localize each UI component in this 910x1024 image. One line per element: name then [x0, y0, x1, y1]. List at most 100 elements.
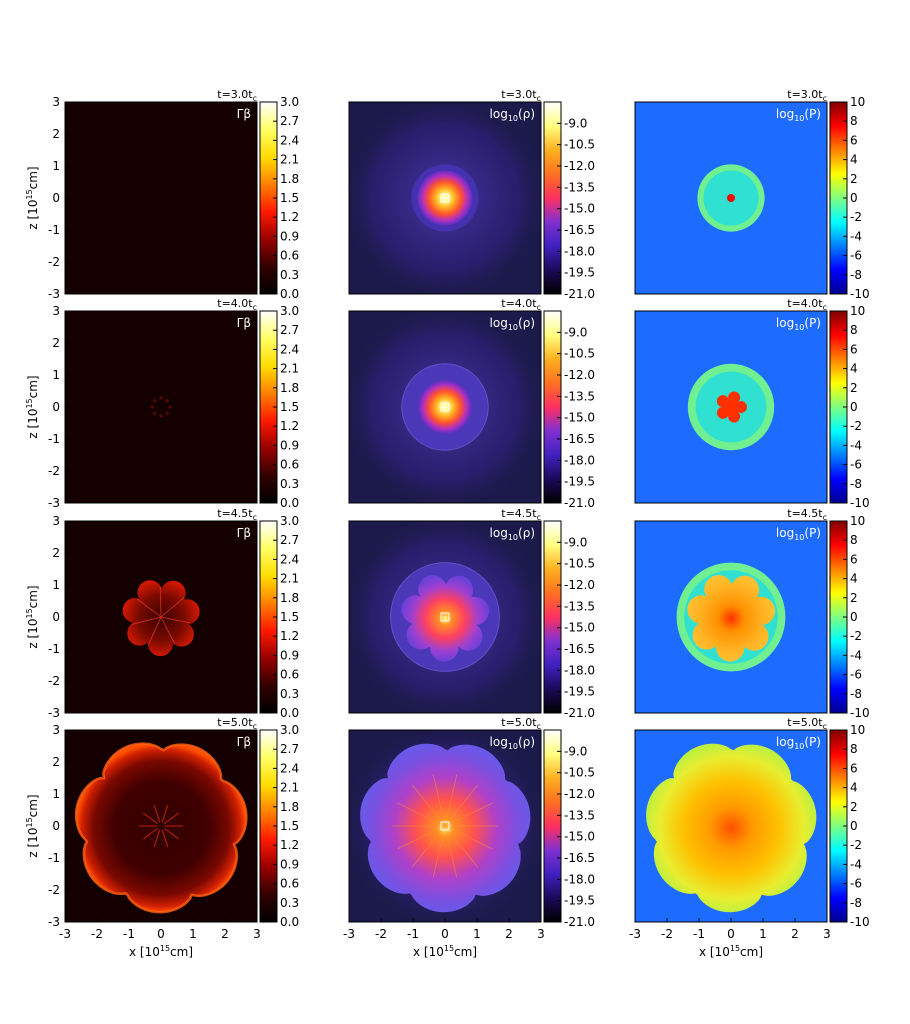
x-axis-label: x [1015cm]	[699, 944, 763, 959]
gb-filament	[142, 812, 159, 825]
quantity-label: log10(ρ)	[490, 526, 535, 542]
colorbar-tick-label: -13.5	[564, 389, 595, 403]
jet-blob	[150, 405, 154, 409]
colorbar-tick-label: -10	[850, 915, 870, 929]
x-tick-label: 2	[791, 927, 799, 941]
colorbar-tick-label: -21.0	[564, 496, 595, 510]
colorbar-tick-label: 2.1	[280, 781, 299, 795]
colorbar-tick-label: -12.0	[564, 159, 595, 173]
panel-log_density-t1	[348, 310, 542, 504]
y-tick-label: 0	[52, 610, 60, 624]
colorbar-tick-label: 1.2	[280, 210, 299, 224]
colorbar-tick-label: 3.0	[280, 723, 299, 737]
colorbar-tick-label: -18.0	[564, 663, 595, 677]
colorbar-tick-label: 2.4	[280, 761, 299, 775]
colorbar-tick-label: -6	[850, 249, 862, 263]
quantity-label: Γβ	[237, 107, 251, 121]
colorbar-tick-label: 4	[850, 153, 858, 167]
y-tick-label: -3	[48, 287, 60, 301]
quantity-label: Γβ	[237, 735, 251, 749]
colorbar-tick-label: -9.0	[564, 116, 587, 130]
colorbar-tick-label: -13.5	[564, 180, 595, 194]
panel-gamma_beta-t3	[64, 729, 258, 923]
colorbar-tick-label: 8	[850, 533, 858, 547]
colorbar-tick-label: 10	[850, 723, 865, 737]
colorbar-tick-label: 0	[850, 400, 858, 414]
panel-frame	[348, 101, 542, 295]
y-tick-label: -1	[48, 223, 60, 237]
y-tick-label: 0	[52, 819, 60, 833]
jet-blob	[168, 405, 172, 409]
rho-flower	[401, 575, 489, 662]
colorbar-tick-label: -10	[850, 496, 870, 510]
panel-gamma_beta-t2	[64, 520, 258, 714]
x-tick-label: -1	[693, 927, 705, 941]
quantity-label: log10(P)	[776, 735, 821, 751]
colorbar-tick-label: 3.0	[280, 304, 299, 318]
time-label: t=5.0tc	[501, 716, 541, 731]
colorbar-tick-label: -21.0	[564, 915, 595, 929]
gb-filament	[153, 804, 161, 823]
y-axis-label: z [1015cm]	[25, 166, 40, 229]
colorbar-tick-label: 0.0	[280, 915, 299, 929]
time-label: t=4.0tc	[787, 297, 827, 312]
quantity-label: log10(ρ)	[490, 316, 535, 332]
rho-filament	[444, 825, 458, 878]
colorbar-tick-label: -16.5	[564, 642, 595, 656]
rho-filament	[411, 784, 446, 827]
panel-log_density-t2	[348, 520, 542, 714]
panel-log_density-t3	[348, 729, 542, 923]
rho-filament	[411, 825, 446, 868]
y-tick-label: 1	[52, 368, 60, 382]
p-core	[716, 391, 747, 423]
x-tick-label: 1	[759, 927, 767, 941]
y-tick-label: 2	[52, 336, 60, 350]
colorbar-tick-label: -15.0	[564, 830, 595, 844]
colorbar-tick-label: 0.6	[280, 458, 299, 472]
colorbar-tick-label: -19.5	[564, 685, 595, 699]
colorbar-tick-label: 3.0	[280, 95, 299, 109]
y-axis-label: z [1015cm]	[25, 585, 40, 648]
colorbar-tick-label: 2.4	[280, 133, 299, 147]
panel-frame	[634, 520, 828, 714]
colorbar-tick-label: -12.0	[564, 578, 595, 592]
colorbar-tick-label: -10.5	[564, 766, 595, 780]
x-axis-label: x [1015cm]	[129, 944, 193, 959]
colorbar-tick-label: 0.3	[280, 477, 299, 491]
rho-core	[417, 170, 473, 226]
colorbar-tick-label: 2.1	[280, 362, 299, 376]
jet-blob	[165, 399, 169, 403]
colorbar-tick-label: 2.1	[280, 572, 299, 586]
y-tick-label: 1	[52, 787, 60, 801]
y-tick-label: -2	[48, 883, 60, 897]
y-tick-label: -2	[48, 464, 60, 478]
x-tick-label: 1	[473, 927, 481, 941]
colorbar-tick-label: -10.5	[564, 557, 595, 571]
colorbar-tick-label: 2.1	[280, 153, 299, 167]
x-tick-label: 1	[189, 927, 197, 941]
rho-filament	[432, 825, 446, 878]
rho-center-box	[440, 612, 450, 622]
colorbar-tick-label: 1.5	[280, 819, 299, 833]
colorbar-tick-label: -8	[850, 687, 862, 701]
colorbar-tick-label: 6	[850, 552, 858, 566]
y-tick-label: -2	[48, 255, 60, 269]
p-flower	[687, 575, 775, 662]
panel-frame	[348, 520, 542, 714]
y-tick-label: 1	[52, 159, 60, 173]
gb-filament	[136, 598, 162, 618]
colorbar-tick-label: 0.9	[280, 857, 299, 871]
x-tick-label: -2	[375, 927, 387, 941]
x-tick-label: -3	[59, 927, 71, 941]
rho-filament	[397, 825, 446, 850]
colorbar-tick-label: -4	[850, 857, 862, 871]
y-tick-label: 3	[52, 723, 60, 737]
colorbar-tick-label: -4	[850, 229, 862, 243]
colorbar-tick-label: -8	[850, 896, 862, 910]
colorbar-tick-label: 10	[850, 304, 865, 318]
colorbar-log_density	[543, 310, 562, 504]
colorbar-tick-label: -15.0	[564, 411, 595, 425]
time-label: t=4.5tc	[217, 507, 257, 522]
time-label: t=3.0tc	[787, 88, 827, 103]
